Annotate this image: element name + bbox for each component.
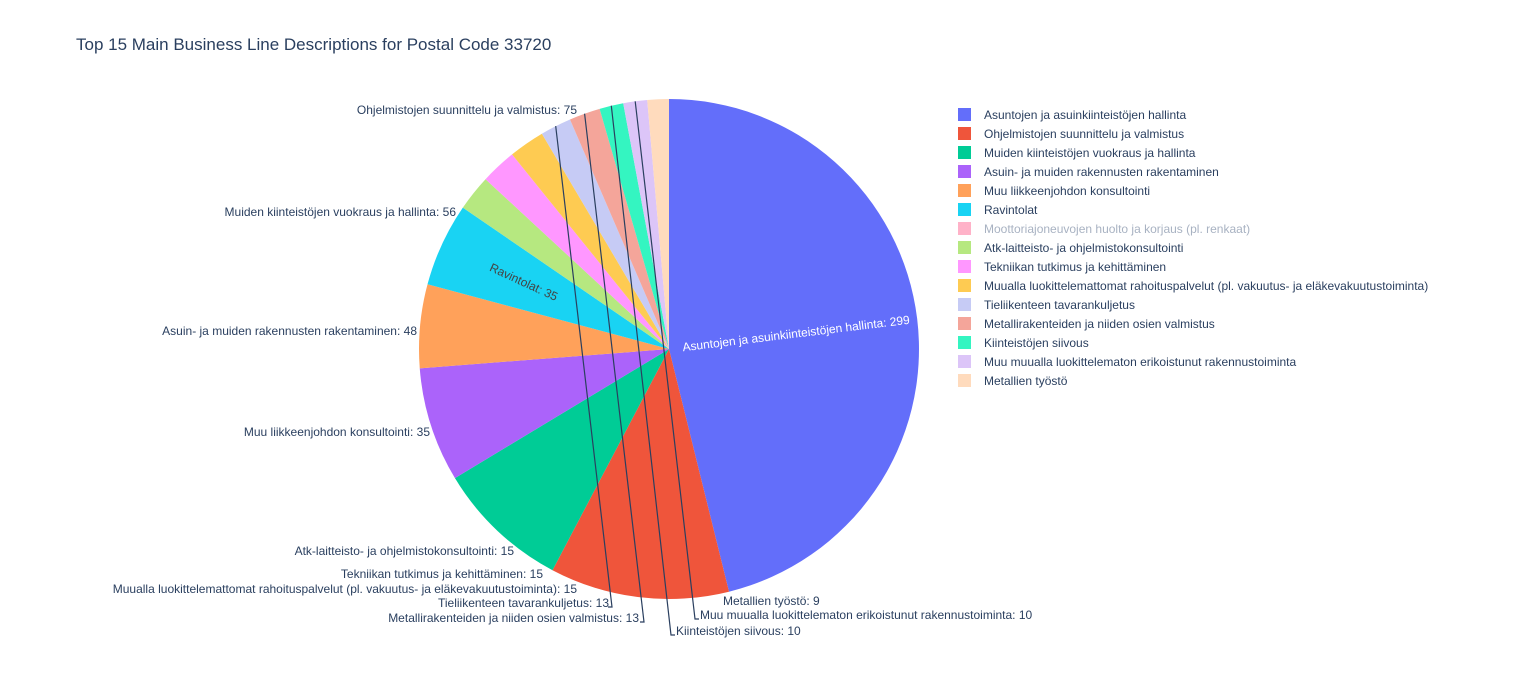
legend-swatch (958, 146, 971, 159)
legend-item-ravintolat[interactable]: Ravintolat (958, 200, 1428, 219)
pie-slice-tieliikenteen-tavarankuljetus[interactable] (541, 119, 669, 349)
legend-item-kiinteistojen-siivous[interactable]: Kiinteistöjen siivous (958, 333, 1428, 352)
legend-swatch (958, 336, 971, 349)
leader-line-kiinteistojen-siivous (610, 105, 675, 636)
legend-swatch (958, 279, 971, 292)
data-label-atk-laitteisto-ja-ohjelmistokonsultointi: Atk-laitteisto- ja ohjelmistokonsultoint… (295, 544, 515, 558)
data-label-muualla-luokittelemattomat-rahoituspalvelut-pl-vakuutus-ja-elakevakuutustoiminta: Muualla luokittelemattomat rahoituspalve… (113, 582, 578, 596)
legend-item-tekniikan-tutkimus-ja-kehittaminen[interactable]: Tekniikan tutkimus ja kehittäminen (958, 257, 1428, 276)
pie-slice-tekniikan-tutkimus-ja-kehittaminen[interactable] (485, 154, 670, 349)
legend-item-muu-liikkeenjohdon-konsultointi[interactable]: Muu liikkeenjohdon konsultointi (958, 181, 1428, 200)
chart-title: Top 15 Main Business Line Descriptions f… (76, 35, 552, 54)
legend-item-ohjelmistojen-suunnittelu-ja-valmistus[interactable]: Ohjelmistojen suunnittelu ja valmistus (958, 124, 1428, 143)
legend-swatch (958, 222, 971, 235)
data-label-tieliikenteen-tavarankuljetus: Tieliikenteen tavarankuljetus: 13 (438, 596, 609, 610)
data-label-asuin-ja-muiden-rakennusten-rakentaminen: Asuin- ja muiden rakennusten rakentamine… (162, 324, 417, 338)
legend-label: Atk-laitteisto- ja ohjelmistokonsultoint… (984, 240, 1184, 255)
legend-swatch (958, 260, 971, 273)
legend-item-metallirakenteiden-ja-niiden-osien-valmistus[interactable]: Metallirakenteiden ja niiden osien valmi… (958, 314, 1428, 333)
pie-slice-metallirakenteiden-ja-niiden-osien-valmistus[interactable] (569, 108, 669, 349)
data-label-metallirakenteiden-ja-niiden-osien-valmistus: Metallirakenteiden ja niiden osien valmi… (388, 611, 639, 625)
legend-label: Asuin- ja muiden rakennusten rakentamine… (984, 164, 1219, 179)
leader-line-tieliikenteen-tavarankuljetus (555, 126, 613, 608)
legend-label: Ravintolat (984, 202, 1038, 217)
legend-label: Tieliikenteen tavarankuljetus (984, 297, 1135, 312)
pie-slice-asuin-ja-muiden-rakennusten-rakentaminen[interactable] (419, 349, 669, 479)
pie-slice-muu-muualla-luokittelematon-erikoistunut-rakennustoiminta[interactable] (623, 99, 669, 349)
legend-swatch (958, 374, 971, 387)
data-label-tekniikan-tutkimus-ja-kehittaminen: Tekniikan tutkimus ja kehittäminen: 15 (341, 567, 543, 581)
legend-label: Muiden kiinteistöjen vuokraus ja hallint… (984, 145, 1196, 160)
data-label-ohjelmistojen-suunnittelu-ja-valmistus: Ohjelmistojen suunnittelu ja valmistus: … (357, 103, 577, 117)
pie-slice-ravintolat[interactable] (427, 207, 669, 349)
legend-swatch (958, 108, 971, 121)
legend-label: Ohjelmistojen suunnittelu ja valmistus (984, 126, 1185, 141)
pie-slice-muu-liikkeenjohdon-konsultointi[interactable] (418, 284, 669, 369)
legend-label: Tekniikan tutkimus ja kehittäminen (984, 259, 1167, 274)
data-label-muu-muualla-luokittelematon-erikoistunut-rakennustoiminta: Muu muualla luokittelematon erikoistunut… (700, 608, 1033, 622)
data-label-muiden-kiinteistojen-vuokraus-ja-hallinta: Muiden kiinteistöjen vuokraus ja hallint… (225, 205, 457, 219)
legend-label: Muu liikkeenjohdon konsultointi (984, 183, 1151, 198)
legend-item-muualla-luokittelemattomat-rahoituspalvelut-pl-vakuutus-ja-elakevakuutustoiminta[interactable]: Muualla luokittelemattomat rahoituspalve… (958, 276, 1428, 295)
legend-label: Muu muualla luokittelematon erikoistunut… (984, 354, 1297, 369)
legend: Asuntojen ja asuinkiinteistöjen hallinta… (958, 105, 1428, 390)
pie-slice-atk-laitteisto-ja-ohjelmistokonsultointi[interactable] (462, 179, 669, 349)
pie-slice-kiinteistojen-siivous[interactable] (599, 103, 669, 349)
legend-label: Asuntojen ja asuinkiinteistöjen hallinta (984, 107, 1187, 122)
legend-item-tieliikenteen-tavarankuljetus[interactable]: Tieliikenteen tavarankuljetus (958, 295, 1428, 314)
leader-line-muu-muualla-luokittelematon-erikoistunut-rakennustoiminta (634, 101, 699, 620)
legend-swatch (958, 165, 971, 178)
data-label-kiinteistojen-siivous: Kiinteistöjen siivous: 10 (676, 624, 801, 638)
legend-swatch (958, 317, 971, 330)
data-label-metallien-tyosto: Metallien työstö: 9 (723, 594, 820, 608)
legend-item-asuntojen-ja-asuinkiinteistojen-hallinta[interactable]: Asuntojen ja asuinkiinteistöjen hallinta (958, 105, 1428, 124)
legend-swatch (958, 184, 971, 197)
legend-item-muiden-kiinteistojen-vuokraus-ja-hallinta[interactable]: Muiden kiinteistöjen vuokraus ja hallint… (958, 143, 1428, 162)
pie-slice-muiden-kiinteistojen-vuokraus-ja-hallinta[interactable] (454, 349, 669, 571)
legend-swatch (958, 127, 971, 140)
data-label-muu-liikkeenjohdon-konsultointi: Muu liikkeenjohdon konsultointi: 35 (244, 425, 430, 439)
legend-swatch (958, 203, 971, 216)
legend-label: Metallirakenteiden ja niiden osien valmi… (984, 316, 1215, 331)
legend-label: Moottoriajoneuvojen huolto ja korjaus (p… (984, 221, 1251, 236)
pie-slice-muualla-luokittelemattomat-rahoituspalvelut-pl-vakuutus-ja-elakevakuutustoiminta[interactable] (512, 133, 669, 349)
legend-swatch (958, 355, 971, 368)
legend-label: Muualla luokittelemattomat rahoituspalve… (984, 278, 1429, 293)
legend-item-atk-laitteisto-ja-ohjelmistokonsultointi[interactable]: Atk-laitteisto- ja ohjelmistokonsultoint… (958, 238, 1428, 257)
legend-item-asuin-ja-muiden-rakennusten-rakentaminen[interactable]: Asuin- ja muiden rakennusten rakentamine… (958, 162, 1428, 181)
legend-item-metallien-tyosto[interactable]: Metallien työstö (958, 371, 1428, 390)
legend-label: Kiinteistöjen siivous (984, 335, 1089, 350)
legend-label: Metallien työstö (984, 373, 1068, 388)
pie-slice-metallien-tyosto[interactable] (647, 99, 669, 349)
legend-swatch (958, 298, 971, 311)
legend-item-muu-muualla-luokittelematon-erikoistunut-rakennustoiminta[interactable]: Muu muualla luokittelematon erikoistunut… (958, 352, 1428, 371)
legend-swatch (958, 241, 971, 254)
leader-line-metallirakenteiden-ja-niiden-osien-valmistus (584, 113, 645, 623)
pie-slice-asuntojen-ja-asuinkiinteistojen-hallinta[interactable] (669, 99, 919, 592)
legend-item-moottoriajoneuvojen-huolto-ja-korjaus-pl-renkaat[interactable]: Moottoriajoneuvojen huolto ja korjaus (p… (958, 219, 1428, 238)
